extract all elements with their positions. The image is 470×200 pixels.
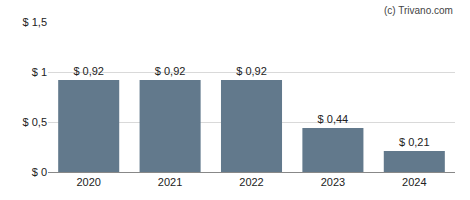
svg-text:$ 1: $ 1 [32, 66, 47, 78]
svg-text:$ 0: $ 0 [32, 166, 47, 178]
svg-text:$ 0,5: $ 0,5 [23, 116, 47, 128]
svg-text:2022: 2022 [239, 176, 263, 188]
svg-text:(c) Trivano.com: (c) Trivano.com [384, 5, 453, 16]
svg-text:$ 1,5: $ 1,5 [23, 16, 47, 28]
svg-text:2020: 2020 [76, 176, 100, 188]
svg-text:2024: 2024 [402, 176, 426, 188]
svg-text:2023: 2023 [321, 176, 345, 188]
svg-text:$ 0,92: $ 0,92 [73, 65, 104, 77]
svg-text:$ 0,21: $ 0,21 [399, 136, 430, 148]
svg-text:$ 0,92: $ 0,92 [155, 65, 186, 77]
svg-text:2021: 2021 [158, 176, 182, 188]
svg-text:$ 0,92: $ 0,92 [236, 65, 267, 77]
svg-text:$ 0,44: $ 0,44 [318, 113, 349, 125]
